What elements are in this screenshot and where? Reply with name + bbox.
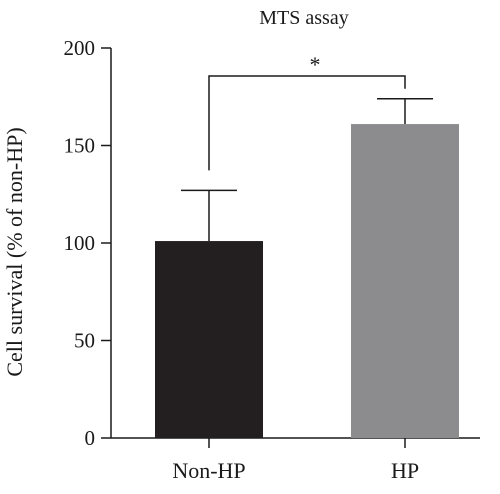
significance-bracket [208,75,406,171]
significance-label: * [310,52,321,77]
y-tick-label: 0 [85,426,96,450]
x-tick-label: HP [391,458,419,483]
y-tick-label: 150 [64,134,96,158]
x-tick-label: Non-HP [172,458,245,483]
chart-title: MTS assay [259,7,348,29]
y-tick-label: 200 [64,36,96,60]
y-axis-label: Cell survival (% of non-HP) [2,127,27,376]
plot-area: 0 50 100 150 200 Non-HP HP * [64,36,480,483]
bar-hp [351,124,459,439]
bar-non-hp [155,241,263,438]
y-tick-label: 100 [64,231,96,255]
y-tick-label: 50 [74,329,95,353]
